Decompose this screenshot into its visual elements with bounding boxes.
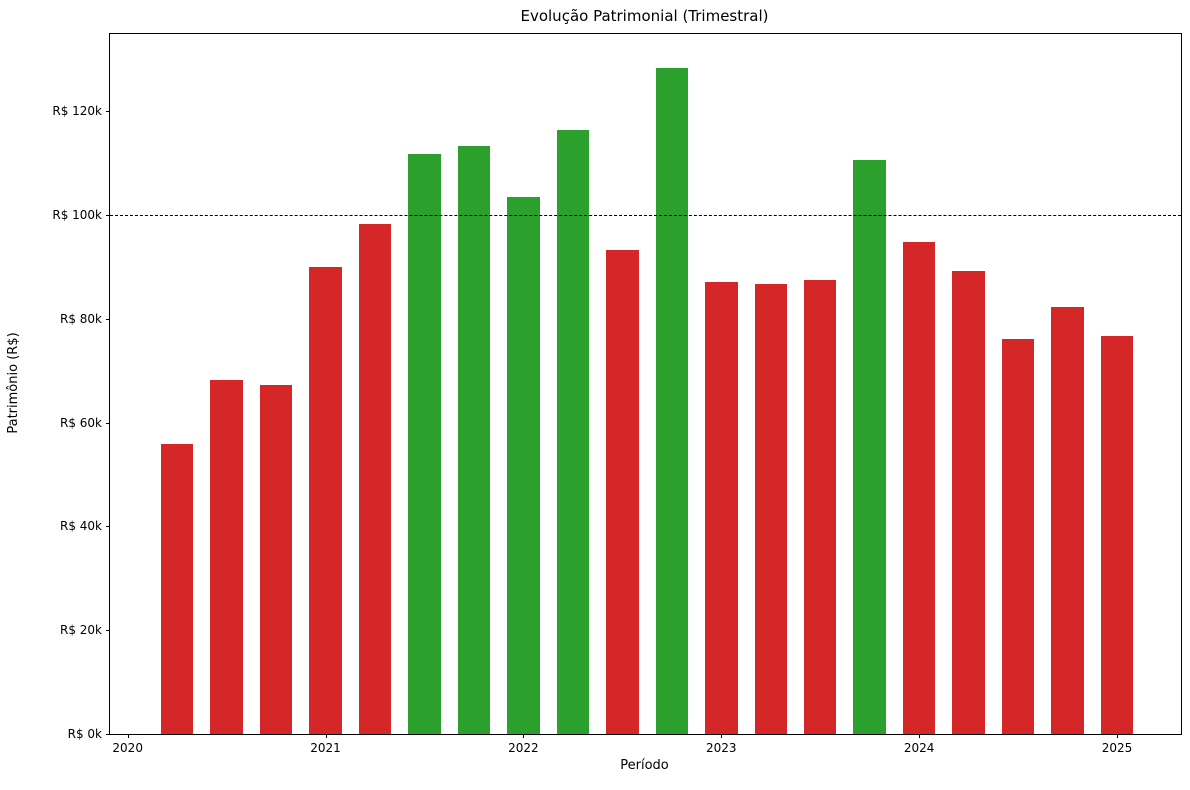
x-tick-mark [325,734,327,738]
x-tick-mark [1117,734,1119,738]
y-tick-label: R$ 60k [59,415,102,430]
y-tick-mark [106,526,110,528]
y-tick-label: R$ 20k [59,623,102,638]
y-tick-label: R$ 0k [67,727,102,741]
bar-2021-Q1 [309,267,342,734]
y-tick-mark [106,734,110,735]
bar-2020-Q4 [259,385,293,734]
bar-2023-Q3 [803,280,837,734]
bar-2022-Q4 [655,67,689,734]
x-tick-label: 2021 [310,741,341,755]
x-tick-mark [721,734,723,738]
x-tick-label: 2023 [706,741,737,755]
bar-2021-Q3 [408,153,441,734]
x-tick-label: 2022 [508,741,539,755]
y-tick-label: R$ 120k [52,104,102,119]
bar-2022-Q2 [556,130,590,734]
y-tick-mark [106,630,110,632]
y-axis-label: Patrimônio (R$) [6,332,21,434]
x-tick-label: 2025 [1101,741,1133,755]
y-tick-label: R$ 80k [59,311,102,326]
x-tick-mark [523,734,525,738]
bar-2022-Q3 [606,249,639,734]
bar-2021-Q2 [358,223,392,734]
y-tick-mark [106,318,110,320]
bar-2024-Q2 [952,270,985,734]
bar-2022-Q1 [507,196,540,734]
bar-2024-Q3 [1001,338,1035,734]
x-tick-mark [127,734,129,738]
bar-2023-Q1 [705,282,738,734]
plot-area: R$ 0k R$ 20k R$ 40k R$ 60k R$ 80k R$ 100k R$ 1… [52,33,1182,755]
y-tick-label: R$ 100k [52,208,102,223]
x-tick-label: 2020 [112,741,143,755]
bar-2025-Q1 [1100,336,1134,734]
bar-2023-Q4 [853,159,886,734]
bar-2024-Q4 [1051,306,1084,734]
bar-2023-Q2 [754,283,787,734]
bar-2024-Q1 [902,242,936,734]
bar-2021-Q4 [457,145,491,734]
y-tick-mark [106,111,110,113]
bar-2020-Q3 [210,379,243,734]
x-axis-label: Período [620,758,669,773]
y-tick-label: R$ 40k [59,519,102,534]
reference-line-100k [110,215,1181,217]
y-tick-mark [106,215,110,217]
y-tick-mark [106,422,110,424]
bar-2020-Q2 [160,444,194,734]
x-tick-label: 2024 [903,741,935,755]
chart-title: Evolução Patrimonial (Trimestral) [520,7,769,25]
x-tick-mark [919,734,921,738]
